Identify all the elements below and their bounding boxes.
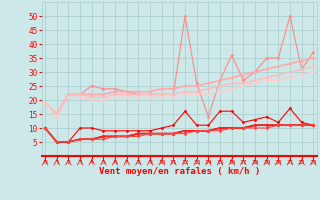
X-axis label: Vent moyen/en rafales ( km/h ): Vent moyen/en rafales ( km/h ) [99, 167, 260, 176]
